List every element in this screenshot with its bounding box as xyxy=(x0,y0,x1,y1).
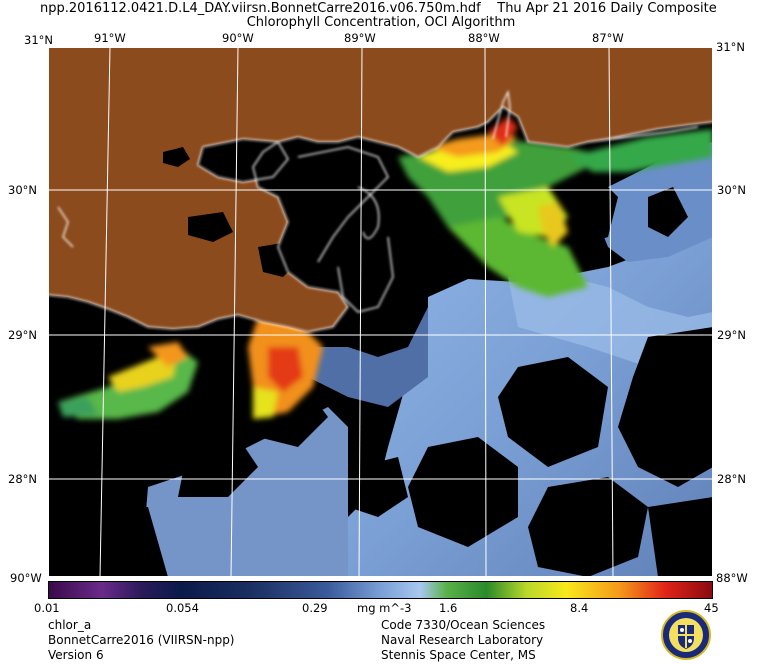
date-label: Thu Apr 21 2016 Daily Composite xyxy=(497,1,717,16)
footer-version: Version 6 xyxy=(48,648,104,662)
lon-label-87w: 87°W xyxy=(592,31,624,45)
nrl-seal-logo xyxy=(661,610,711,660)
corner-bottom-right-lon: 88°W xyxy=(716,571,748,585)
corner-bottom-left-lon: 90°W xyxy=(10,571,42,585)
colorbar-tick-2: 0.29 xyxy=(302,601,328,615)
lat-label-left-28n: 28°N xyxy=(8,472,37,486)
map-frame xyxy=(48,47,713,577)
graticule xyxy=(48,47,713,577)
lat-label-right-28n: 28°N xyxy=(717,472,746,486)
lat-label-left-30n: 30°N xyxy=(8,183,37,197)
colorbar-tick-4: 8.4 xyxy=(570,601,589,615)
lat-label-left-29n: 29°N xyxy=(8,328,37,342)
colorbar-tick-3: 1.6 xyxy=(439,601,458,615)
colorbar xyxy=(48,581,713,599)
chlorophyll-map xyxy=(48,47,713,577)
corner-top-left-lat: 31°N xyxy=(24,33,53,47)
lon-label-91w: 91°W xyxy=(94,31,126,45)
colorbar-tick-1: 0.054 xyxy=(166,601,199,615)
lon-label-88w: 88°W xyxy=(468,31,500,45)
file-name: npp.2016112.0421.D.L4_DAY.viirsn.BonnetC… xyxy=(40,1,481,16)
title-line-1: npp.2016112.0421.D.L4_DAY.viirsn.BonnetC… xyxy=(40,2,717,16)
land-mass xyxy=(48,47,713,332)
coastline xyxy=(48,89,713,333)
footer-dataset: BonnetCarre2016 (VIIRSN-npp) xyxy=(48,633,235,647)
colorbar-tick-0: 0.01 xyxy=(34,601,60,615)
footer-code: Code 7330/Ocean Sciences xyxy=(381,618,546,632)
footer-product: chlor_a xyxy=(48,618,92,632)
colorbar-tick-5: 45 xyxy=(704,601,719,615)
colorbar-units: mg m^-3 xyxy=(357,601,412,615)
high-chl-plumes xyxy=(58,117,713,419)
corner-top-right-lat: 31°N xyxy=(716,40,745,54)
footer-lab: Naval Research Laboratory xyxy=(381,633,544,647)
lat-label-right-30n: 30°N xyxy=(717,183,746,197)
lon-label-90w: 90°W xyxy=(222,31,254,45)
lon-label-89w: 89°W xyxy=(344,31,376,45)
footer-location: Stennis Space Center, MS xyxy=(381,648,536,662)
subtitle: Chlorophyll Concentration, OCI Algorithm xyxy=(246,15,516,30)
lat-label-right-29n: 29°N xyxy=(717,328,746,342)
